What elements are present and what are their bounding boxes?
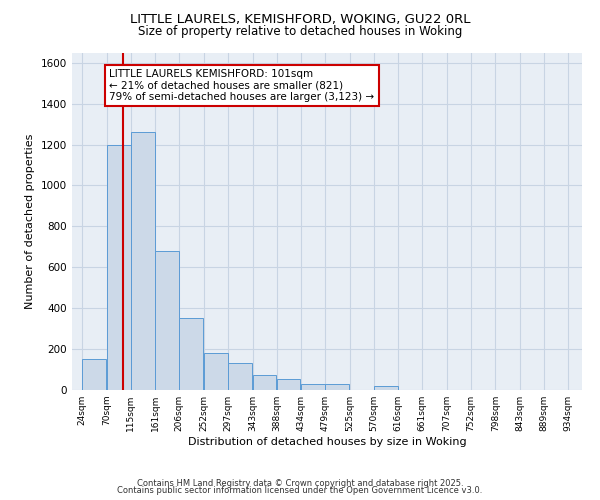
Bar	[253, 374, 277, 390]
Bar	[82, 360, 106, 390]
X-axis label: Distribution of detached houses by size in Woking: Distribution of detached houses by size …	[188, 437, 466, 447]
Bar	[107, 144, 131, 390]
Bar	[301, 384, 325, 390]
Text: Contains HM Land Registry data © Crown copyright and database right 2025.: Contains HM Land Registry data © Crown c…	[137, 478, 463, 488]
Bar	[179, 318, 203, 390]
Bar	[374, 386, 398, 390]
Text: Size of property relative to detached houses in Woking: Size of property relative to detached ho…	[138, 25, 462, 38]
Bar	[204, 353, 228, 390]
Text: LITTLE LAURELS, KEMISHFORD, WOKING, GU22 0RL: LITTLE LAURELS, KEMISHFORD, WOKING, GU22…	[130, 12, 470, 26]
Text: Contains public sector information licensed under the Open Government Licence v3: Contains public sector information licen…	[118, 486, 482, 495]
Bar	[155, 251, 179, 390]
Bar	[325, 384, 349, 390]
Bar	[228, 364, 252, 390]
Bar	[277, 379, 301, 390]
Text: LITTLE LAURELS KEMISHFORD: 101sqm
← 21% of detached houses are smaller (821)
79%: LITTLE LAURELS KEMISHFORD: 101sqm ← 21% …	[109, 69, 374, 102]
Y-axis label: Number of detached properties: Number of detached properties	[25, 134, 35, 309]
Bar	[131, 132, 155, 390]
